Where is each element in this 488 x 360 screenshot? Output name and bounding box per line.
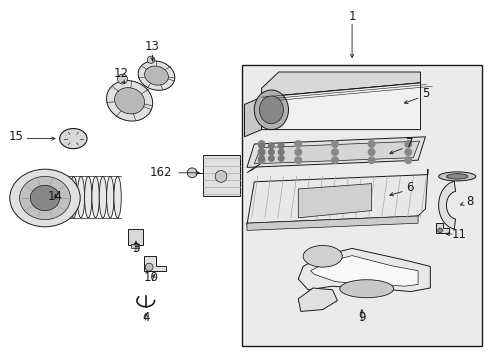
Text: 9: 9 — [357, 311, 365, 324]
Ellipse shape — [60, 129, 87, 149]
Bar — [203, 155, 239, 196]
Text: 15: 15 — [8, 130, 23, 143]
Circle shape — [437, 228, 442, 233]
Text: 4: 4 — [142, 311, 149, 324]
Text: 8: 8 — [465, 195, 472, 208]
Polygon shape — [254, 141, 419, 164]
Polygon shape — [246, 164, 260, 173]
Polygon shape — [298, 184, 371, 218]
Ellipse shape — [254, 90, 288, 130]
Circle shape — [404, 156, 411, 164]
Ellipse shape — [114, 87, 144, 114]
Text: 12: 12 — [114, 67, 128, 80]
Polygon shape — [246, 216, 417, 230]
Circle shape — [367, 148, 375, 156]
Circle shape — [367, 156, 375, 164]
Ellipse shape — [339, 280, 393, 298]
Ellipse shape — [70, 176, 77, 218]
Circle shape — [330, 156, 338, 164]
Ellipse shape — [446, 174, 467, 179]
Polygon shape — [246, 137, 425, 167]
Circle shape — [145, 263, 153, 271]
Ellipse shape — [10, 169, 80, 227]
Circle shape — [257, 140, 265, 148]
Ellipse shape — [438, 172, 475, 181]
Circle shape — [277, 149, 284, 156]
Ellipse shape — [106, 176, 114, 218]
Bar — [128, 229, 142, 245]
Circle shape — [258, 142, 264, 149]
Ellipse shape — [259, 96, 283, 123]
Polygon shape — [144, 256, 166, 271]
Text: 10: 10 — [144, 271, 159, 284]
Text: 13: 13 — [145, 40, 160, 53]
Ellipse shape — [62, 176, 70, 218]
Ellipse shape — [92, 176, 99, 218]
Text: 162: 162 — [150, 166, 172, 179]
Ellipse shape — [20, 176, 70, 220]
Text: 14: 14 — [47, 190, 62, 203]
Circle shape — [267, 155, 274, 162]
Text: 6: 6 — [405, 181, 413, 194]
Ellipse shape — [114, 176, 121, 218]
Ellipse shape — [77, 176, 84, 218]
Text: 5: 5 — [421, 87, 428, 100]
Text: 7: 7 — [405, 138, 413, 150]
Polygon shape — [298, 288, 337, 311]
Polygon shape — [261, 72, 420, 97]
Ellipse shape — [84, 176, 92, 218]
Circle shape — [187, 168, 197, 178]
Circle shape — [267, 149, 274, 156]
Ellipse shape — [303, 246, 342, 267]
Ellipse shape — [99, 176, 106, 218]
Circle shape — [215, 171, 226, 182]
Circle shape — [257, 148, 265, 156]
Circle shape — [267, 142, 274, 149]
Circle shape — [258, 149, 264, 156]
Polygon shape — [246, 169, 427, 225]
Circle shape — [147, 56, 154, 63]
Text: 1: 1 — [347, 10, 355, 23]
Bar — [242, 65, 481, 346]
Circle shape — [404, 148, 411, 156]
Text: 11: 11 — [451, 228, 466, 240]
Circle shape — [330, 148, 338, 156]
Circle shape — [294, 140, 302, 148]
Circle shape — [330, 140, 338, 148]
Polygon shape — [438, 181, 455, 229]
Circle shape — [117, 74, 127, 84]
Ellipse shape — [30, 185, 60, 211]
Polygon shape — [261, 83, 420, 130]
Circle shape — [257, 156, 265, 164]
Ellipse shape — [106, 81, 152, 121]
Circle shape — [294, 156, 302, 164]
Circle shape — [294, 148, 302, 156]
Polygon shape — [298, 248, 429, 292]
Circle shape — [258, 155, 264, 162]
Circle shape — [367, 140, 375, 148]
Polygon shape — [244, 97, 261, 137]
Text: 3: 3 — [132, 242, 140, 255]
Circle shape — [277, 142, 284, 149]
Circle shape — [404, 140, 411, 148]
Ellipse shape — [138, 61, 174, 90]
Polygon shape — [310, 256, 417, 286]
Ellipse shape — [144, 66, 168, 85]
Polygon shape — [435, 223, 448, 233]
Circle shape — [277, 155, 284, 162]
Bar — [130, 244, 139, 248]
